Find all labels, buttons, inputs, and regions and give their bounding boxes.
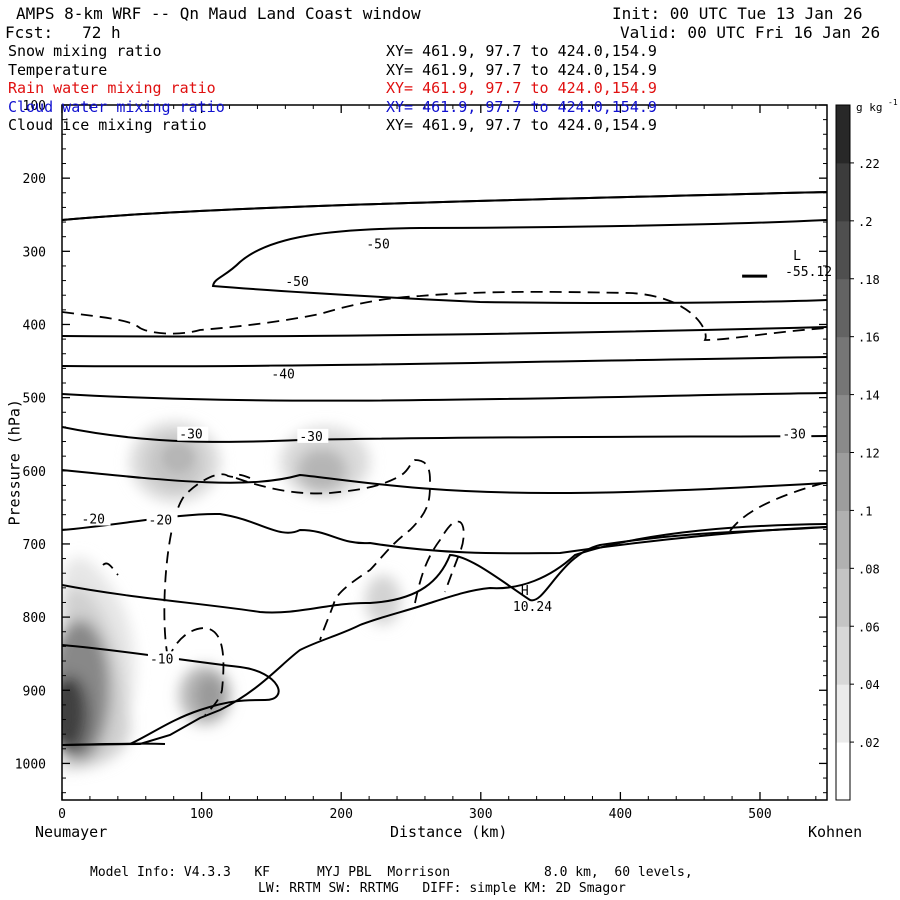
y-tick-label: 1000: [15, 757, 46, 772]
extrema-type: L: [793, 249, 801, 264]
field-xy: XY= 461.9, 97.7 to 424.0,154.9: [386, 60, 657, 79]
colorbar-tick-label: .06: [858, 620, 880, 634]
axis-ticks: [61, 104, 827, 800]
contour-label-bg: [147, 651, 179, 666]
colorbar-tick-label: .12: [858, 447, 880, 461]
x-tick-label: 0: [58, 807, 66, 822]
y-tick-label: 300: [23, 245, 46, 260]
contour-label: -50: [285, 275, 308, 290]
contour-label-bg: [269, 366, 301, 381]
field-name: Snow mixing ratio: [8, 42, 162, 60]
colorbar-bin: [836, 162, 850, 222]
colorbar-bin: [836, 336, 850, 396]
colorbar-tick-label: .18: [858, 273, 880, 287]
contour-labels: -50 -50 -40 -30 -30 -30 -20 -20 -10: [79, 236, 812, 667]
temperature-contours: [62, 191, 827, 746]
y-axis-label: Pressure (hPa): [5, 399, 24, 526]
x-tick-label: 200: [329, 807, 352, 822]
x-tick-label: 300: [469, 807, 492, 822]
extrema-value: -55.12: [785, 265, 832, 280]
colorbar-bin: [836, 684, 850, 743]
colorbar-tick-label: .08: [858, 562, 880, 576]
extrema-value: 10.24: [513, 600, 552, 615]
init-time: Init: 00 UTC Tue 13 Jan 26: [612, 4, 863, 23]
colorbar-tick-label: .16: [858, 331, 880, 345]
colorbar-bin: [836, 626, 850, 685]
field-xy: XY= 461.9, 97.7 to 424.0,154.9: [386, 116, 657, 134]
field-xy: XY= 461.9, 97.7 to 424.0,154.9: [386, 79, 657, 97]
y-tick-label: 800: [23, 611, 46, 626]
x-left-station: Neumayer: [35, 823, 108, 841]
colorbar: .02 .04 .06 .08 .1 .12 .14 .16 .18 .2 .22 g kg -1: [835, 98, 898, 801]
ice-contours-dashed: [62, 290, 827, 716]
contour-label: -30: [179, 428, 202, 443]
colorbar-bin: [836, 105, 850, 164]
x-tick-label: 100: [190, 807, 213, 822]
field-name: Temperature: [8, 60, 108, 79]
y-tick-label: 900: [23, 684, 46, 699]
contour-label-bg: [297, 428, 329, 443]
y-tick-label: 400: [23, 318, 46, 333]
x-tick-label: 500: [748, 807, 771, 822]
x-right-station: Kohnen: [808, 823, 863, 841]
field-name: Cloud water mixing ratio: [8, 97, 225, 116]
colorbar-bin: [836, 394, 850, 453]
contour-label-bg: [364, 236, 396, 251]
colorbar-bin: [836, 220, 850, 280]
field-xy: XY= 461.9, 97.7 to 424.0,154.9: [386, 42, 657, 60]
contour-label: -50: [366, 237, 389, 252]
colorbar-bin: [836, 742, 850, 801]
field-name: Rain water mixing ratio: [8, 79, 216, 97]
colorbar-tick-label: .02: [858, 736, 880, 750]
colorbar-bin: [836, 510, 850, 569]
contour-label: -40: [271, 368, 294, 383]
forecast-hour: Fcst: 72 h: [5, 23, 121, 42]
contour-label-bg: [79, 511, 111, 526]
y-tick-label: 700: [23, 538, 46, 553]
colorbar-tick-label: .22: [858, 157, 880, 171]
valid-time: Valid: 00 UTC Fri 16 Jan 26: [620, 23, 881, 42]
contour-label-bg: [283, 273, 315, 288]
extrema-markers: L-55.12 H10.24: [513, 249, 832, 615]
y-tick-label: 600: [23, 465, 46, 480]
colorbar-tick-label: .14: [858, 389, 880, 403]
field-xy: XY= 461.9, 97.7 to 424.0,154.9: [386, 97, 657, 116]
colorbar-tick-label: .04: [858, 678, 880, 692]
x-tick-label: 400: [609, 807, 632, 822]
y-tick-label: 100: [23, 99, 46, 114]
x-axis-label: Distance (km): [390, 823, 508, 841]
colorbar-bin: [836, 452, 850, 511]
contour-label: -10: [150, 652, 173, 667]
y-tick-label: 500: [23, 392, 46, 407]
plot-frame: [61, 104, 828, 801]
colorbar-tick-label: .1: [858, 504, 872, 518]
contour-label: -30: [299, 430, 322, 445]
y-tick-labels: 100 200 300 400 500 600 700 800 900 1000: [15, 99, 46, 772]
contour-label: -20: [82, 513, 105, 528]
chart-title: AMPS 8-km WRF -- Qn Maud Land Coast wind…: [16, 4, 421, 23]
mixing-ratio-shading: [62, 422, 401, 770]
contour-label-bg: [146, 512, 178, 527]
colorbar-unit: g kg: [856, 101, 883, 114]
colorbar-unit-exponent: -1: [888, 98, 898, 107]
extrema-type: H: [521, 584, 529, 599]
contour-label-bg: [177, 426, 209, 441]
y-tick-label: 200: [23, 172, 46, 187]
contour-label: -30: [782, 428, 805, 443]
colorbar-tick-label: .2: [858, 215, 872, 229]
field-name: Cloud ice mixing ratio: [8, 116, 207, 134]
colorbar-bin: [836, 568, 850, 627]
shade-region-ridge: [365, 575, 401, 625]
contour-label-bg: [780, 426, 812, 441]
physics-info: LW: RRTM SW: RRTMG DIFF: simple KM: 2D S…: [258, 881, 626, 896]
colorbar-bin: [836, 278, 850, 338]
x-tick-labels: 0 100 200 300 400 500: [58, 807, 772, 822]
model-info: Model Info: V4.3.3 KF MYJ PBL Morrison 8…: [90, 865, 693, 880]
contour-label: -20: [149, 513, 172, 528]
